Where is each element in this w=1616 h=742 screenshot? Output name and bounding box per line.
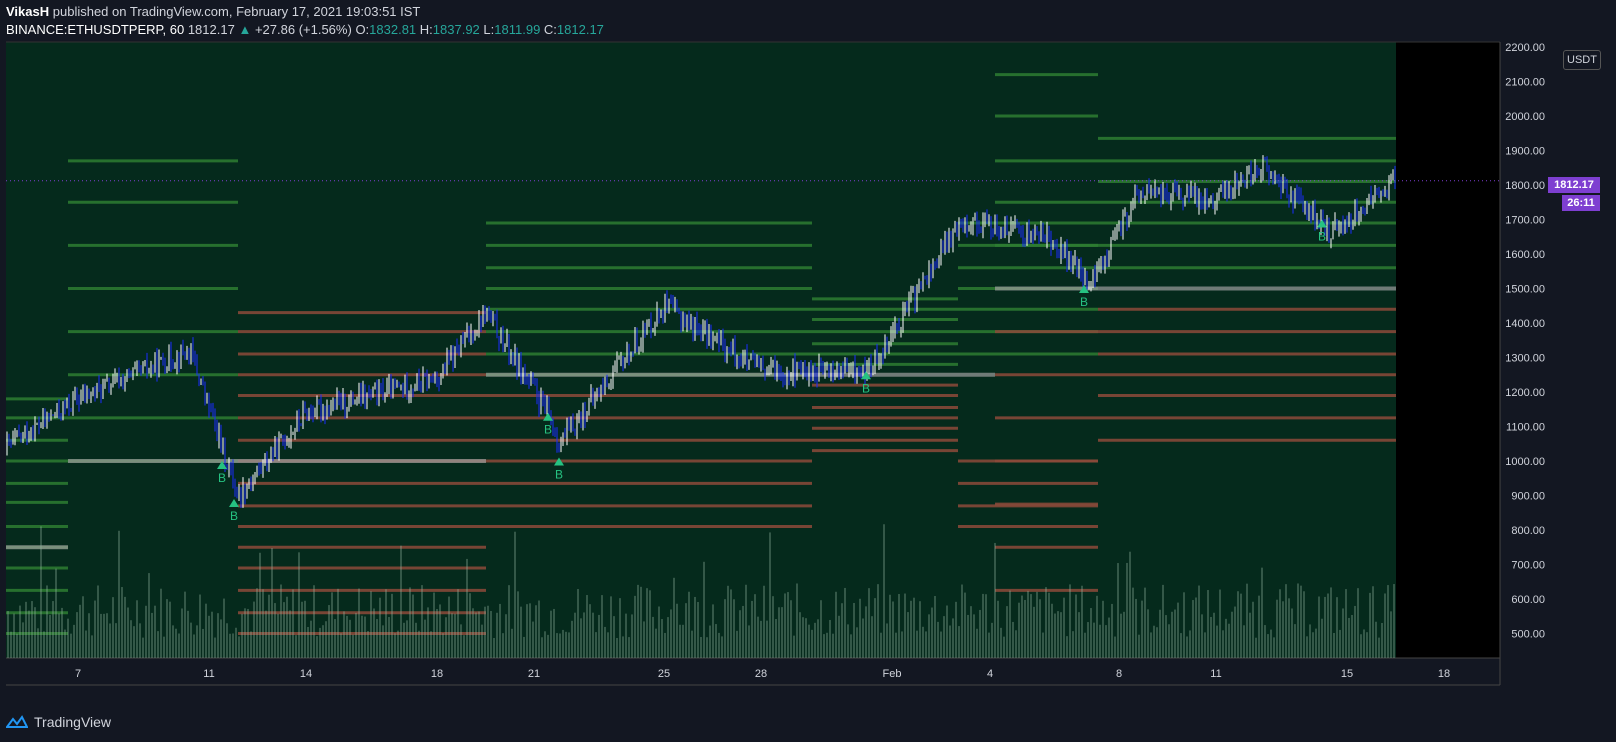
- buy-signal-label: B: [218, 471, 226, 485]
- x-tick-label: 18: [431, 668, 443, 680]
- last-price: 1812.17: [187, 22, 235, 37]
- buy-signal-label: B: [544, 423, 552, 437]
- tradingview-logo-icon: [6, 715, 28, 728]
- x-tick-label: 14: [300, 668, 312, 680]
- y-tick-label: 1300.00: [1505, 353, 1545, 365]
- publish-info: published on TradingView.com, February 1…: [49, 4, 421, 19]
- buy-signal-label: B: [555, 468, 563, 482]
- high-value: 1837.92: [432, 22, 480, 37]
- x-tick-label: 18: [1438, 668, 1450, 680]
- y-tick-label: 600.00: [1511, 594, 1545, 606]
- close-value: 1812.17: [556, 22, 604, 37]
- buy-signal-icon: [1317, 219, 1327, 228]
- y-tick-label: 500.00: [1511, 629, 1545, 641]
- publish-line: VikasH published on TradingView.com, Feb…: [6, 4, 420, 19]
- y-tick-label: 1000.00: [1505, 456, 1545, 468]
- y-tick-label: 2000.00: [1505, 111, 1545, 123]
- future-area: [1396, 42, 1500, 658]
- x-tick-label: 15: [1341, 668, 1353, 680]
- open-value: 1832.81: [369, 22, 417, 37]
- x-tick-label: 8: [1116, 668, 1122, 680]
- y-tick-label: 1500.00: [1505, 284, 1545, 296]
- y-tick-label: 1600.00: [1505, 249, 1545, 261]
- x-tick-label: 11: [203, 668, 214, 680]
- ohlc-legend: BINANCE:ETHUSDTPERP, 60 1812.17 ▲ +27.86…: [6, 22, 604, 37]
- x-tick-label: 28: [755, 668, 767, 680]
- price-change: +27.86 (+1.56%): [254, 22, 352, 37]
- x-tick-label: 25: [658, 668, 670, 680]
- low-value: 1811.99: [494, 22, 541, 37]
- y-tick-label: 1900.00: [1505, 146, 1545, 158]
- y-tick-label: 2100.00: [1505, 77, 1545, 89]
- chart-pane: [6, 42, 1396, 658]
- open-label: O:: [355, 22, 370, 37]
- x-tick-label: 11: [1210, 668, 1221, 680]
- buy-signal-icon: [217, 461, 227, 469]
- buy-signal-label: B: [1080, 295, 1088, 309]
- buy-signal-icon: [861, 371, 871, 380]
- y-tick-label: 900.00: [1511, 491, 1545, 503]
- x-tick-label: 7: [75, 668, 81, 680]
- y-tick-label: 1700.00: [1505, 215, 1545, 227]
- y-tick-label: 2200.00: [1505, 42, 1545, 54]
- low-label: L:: [483, 22, 495, 37]
- y-tick-label: 1400.00: [1505, 318, 1545, 330]
- arrow-up-icon: ▲: [238, 22, 252, 37]
- buy-signal-icon: [1079, 285, 1089, 294]
- last-price-tag: 1812.17: [1548, 177, 1600, 193]
- buy-signal-label: B: [1318, 230, 1326, 244]
- symbol-label[interactable]: BINANCE:ETHUSDTPERP, 60: [6, 22, 185, 37]
- close-label: C:: [543, 22, 557, 37]
- currency-button[interactable]: USDT: [1563, 50, 1601, 70]
- buy-signal-icon: [543, 412, 553, 421]
- buy-signal-icon: [229, 498, 239, 507]
- y-tick-label: 1200.00: [1505, 387, 1545, 399]
- y-tick-label: 1800.00: [1505, 180, 1545, 192]
- x-tick-label: 21: [528, 668, 540, 680]
- y-tick-label: 700.00: [1511, 560, 1545, 572]
- high-label: H:: [419, 22, 433, 37]
- footer-brand[interactable]: TradingView: [6, 714, 111, 730]
- x-tick-label: Feb: [883, 668, 902, 680]
- brand-name: TradingView: [34, 714, 112, 730]
- bar-countdown-tag: 26:11: [1562, 195, 1600, 211]
- buy-signal-label: B: [862, 381, 870, 395]
- x-tick-label: 4: [987, 668, 993, 680]
- y-tick-label: 800.00: [1511, 525, 1545, 537]
- buy-signal-label: B: [230, 509, 238, 523]
- buy-signal-icon: [554, 457, 564, 466]
- y-tick-label: 1100.00: [1506, 422, 1545, 434]
- author-name[interactable]: VikasH: [6, 4, 50, 19]
